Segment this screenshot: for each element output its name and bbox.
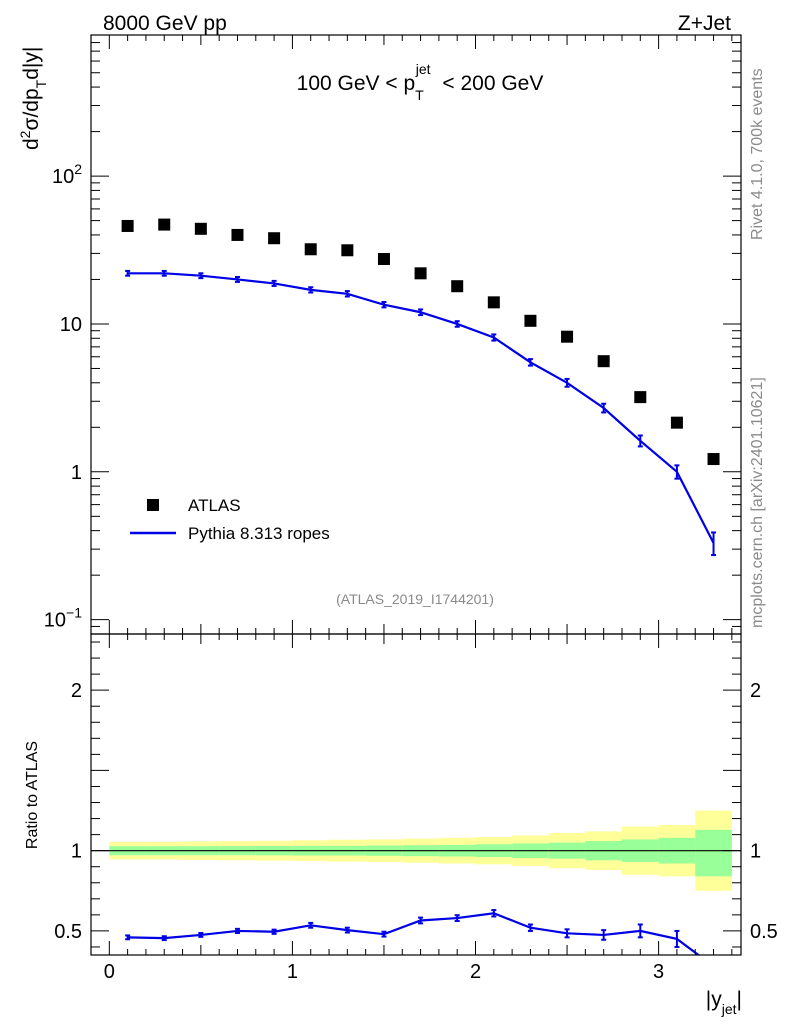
ratio-tick-label-left-2: 2 <box>71 680 82 702</box>
atlas-point-10 <box>487 296 500 309</box>
atlas-point-16 <box>707 453 720 466</box>
header-right: Z+Jet <box>678 12 731 35</box>
y-tick-label-2: 1 <box>71 462 82 484</box>
atlas-point-8 <box>414 267 427 280</box>
x-tick-label-0: 0 <box>104 961 115 983</box>
x-axis-label: |yjet| <box>706 988 742 1017</box>
atlas-point-2 <box>194 222 207 235</box>
ratio-y-axis-label: Ratio to ATLAS <box>24 741 41 849</box>
legend: ATLAS Pythia 8.313 ropes <box>130 496 330 543</box>
ratio-tick-label-left-1: 1 <box>71 841 82 863</box>
atlas-point-5 <box>304 243 317 256</box>
pythia-series <box>125 269 717 557</box>
x-tick-label-1: 1 <box>287 961 298 983</box>
atlas-point-0 <box>121 219 134 232</box>
atlas-point-6 <box>341 244 354 257</box>
header-left: 8000 GeV pp <box>103 12 227 35</box>
atlas-point-7 <box>377 252 390 265</box>
legend-label-pythia: Pythia 8.313 ropes <box>188 524 330 543</box>
ratio-pythia-series <box>125 909 701 955</box>
atlas-point-4 <box>268 232 281 245</box>
plot-title: 100 GeV < pTjet < 200 GeV <box>297 61 544 103</box>
atlas-point-15 <box>670 416 683 429</box>
x-tick-label-3: 3 <box>653 961 664 983</box>
legend-label-atlas: ATLAS <box>188 496 241 515</box>
analysis-watermark: (ATLAS_2019_I1744201) <box>336 591 494 607</box>
y-axis-label: d2σ/dpTd|y| <box>17 47 49 150</box>
atlas-point-14 <box>634 391 647 404</box>
side-label-top: Rivet 4.1.0, 700k events <box>749 68 766 240</box>
y-tick-label-3: 10−1 <box>44 605 82 632</box>
ratio-band-inner-16 <box>695 829 732 877</box>
atlas-point-9 <box>451 280 464 293</box>
ratio-tick-label-right-1: 1 <box>750 841 761 863</box>
main-plot-frame <box>90 34 742 635</box>
y-tick-label-1: 10 <box>60 314 82 336</box>
atlas-series <box>121 218 720 466</box>
ratio-series-clipped <box>125 909 701 955</box>
axis-ticks <box>91 34 741 955</box>
atlas-point-13 <box>597 355 610 368</box>
atlas-point-12 <box>561 330 574 343</box>
ratio-plot-frame <box>90 633 742 956</box>
legend-marker-atlas <box>147 499 159 511</box>
atlas-point-1 <box>158 218 171 231</box>
ratio-tick-label-left-0: 0.5 <box>54 921 82 943</box>
ratio-tick-label-right-2: 2 <box>750 680 761 702</box>
atlas-point-3 <box>231 228 244 241</box>
side-label-bottom: mcplots.cern.ch [arXiv:2401.10621] <box>749 377 766 628</box>
axis-tick-labels: 0 1 2 3 102 10 1 10−1 0.5 0.5 1 1 2 2 <box>44 161 778 983</box>
x-tick-label-2: 2 <box>470 961 481 983</box>
atlas-point-11 <box>524 314 537 327</box>
y-tick-label-0: 102 <box>52 161 82 188</box>
ratio-tick-label-right-0: 0.5 <box>750 921 778 943</box>
